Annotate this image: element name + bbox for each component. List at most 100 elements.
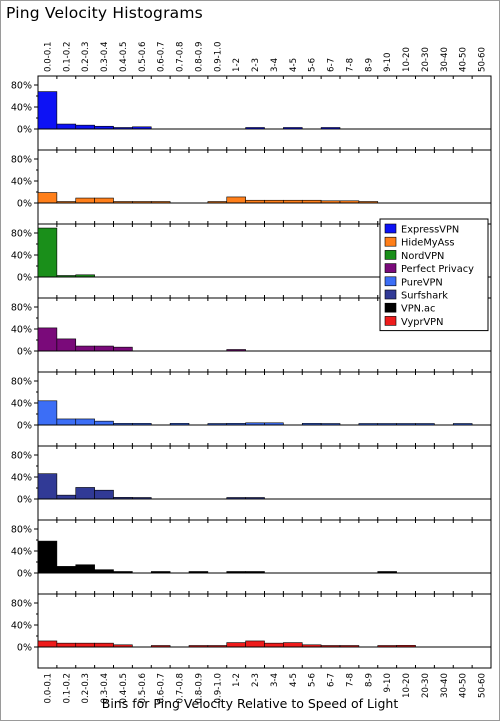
histogram-bar [37, 473, 58, 500]
histogram-bar [37, 192, 58, 204]
x-tick-label-top: 6-7 [327, 58, 337, 72]
x-tick-label-bottom: 20-30 [421, 673, 431, 698]
y-tick-label: 40% [11, 103, 32, 114]
x-tick-label-bottom: 0.5-0.6 [138, 673, 148, 703]
x-tick-label-top: 40-50 [459, 47, 469, 72]
x-tick-label-bottom: 4-5 [289, 673, 299, 687]
legend-entry: Surfshark [401, 291, 448, 302]
histogram-bar [75, 418, 95, 426]
x-tick-label-bottom: 30-40 [440, 673, 450, 698]
histogram-bar [75, 487, 95, 500]
x-tick-label-bottom: 2-3 [251, 673, 261, 687]
x-tick-label-bottom: 0.7-0.8 [176, 673, 186, 703]
y-tick-label: 80% [11, 155, 32, 166]
x-tick-label-bottom: 5-6 [308, 673, 318, 687]
y-tick-label: 80% [11, 377, 32, 388]
y-tick-label: 40% [11, 473, 32, 484]
x-tick-label-bottom: 8-9 [364, 673, 374, 687]
y-tick-label: 0% [17, 569, 32, 580]
legend-box [379, 218, 489, 332]
histogram-bar [37, 640, 58, 648]
y-tick-label: 40% [11, 621, 32, 632]
histogram-bar [283, 642, 303, 648]
x-tick-label-top: 10-20 [402, 47, 412, 72]
histogram-bar [37, 327, 58, 352]
histogram-bar [226, 642, 246, 648]
histogram-bar [56, 418, 77, 426]
y-tick-label: 80% [11, 599, 32, 610]
histogram-bar [56, 642, 77, 648]
panel-border [37, 519, 492, 595]
x-tick-label-bottom: 0.0-0.1 [43, 673, 53, 703]
panel-border [37, 593, 492, 669]
histogram-bar [245, 640, 265, 648]
x-tick-label-bottom: 0.9-1.0 [213, 673, 223, 703]
legend-swatch [384, 302, 397, 313]
x-tick-label-bottom: 7-8 [345, 673, 355, 687]
legend: ExpressVPN HideMyAss NordVPN Perfect Privac… [379, 218, 489, 332]
x-tick-label-bottom: 3-4 [270, 673, 280, 687]
legend-entry: NordVPN [401, 251, 444, 262]
x-tick-label-top: 8-9 [364, 58, 374, 72]
histogram-bar [75, 124, 95, 130]
x-tick-label-top: 0.2-0.3 [81, 42, 91, 72]
y-tick-label: 0% [17, 273, 32, 284]
histogram-panel-hidemyass: 0% 40% 80% [11, 149, 492, 225]
x-tick-label-top: 0.6-0.7 [157, 42, 167, 72]
histogram-bar [56, 123, 77, 130]
panel-border [37, 371, 492, 447]
legend-swatch [384, 250, 397, 260]
chart-title: Ping Velocity Histograms [6, 4, 203, 22]
panel-border [37, 445, 492, 521]
y-tick-label: 40% [11, 177, 32, 188]
y-tick-label: 40% [11, 325, 32, 336]
x-tick-label-top: 0.0-0.1 [43, 42, 53, 72]
legend-swatch [384, 223, 397, 234]
y-tick-label: 80% [11, 81, 32, 92]
x-tick-label-top: 9-10 [383, 52, 393, 72]
histogram-panel-expressvpn: 0% 40% 80% [11, 75, 492, 151]
y-tick-label: 0% [17, 495, 32, 506]
x-tick-label-top: 1-2 [232, 58, 242, 72]
x-tick-label-bottom: 0.2-0.3 [81, 673, 91, 703]
x-tick-label-bottom: 10-20 [402, 673, 412, 698]
x-tick-label-top: 0.1-0.2 [62, 42, 72, 72]
y-tick-label: 80% [11, 451, 32, 462]
histogram-panel-vpn-ac: 0% 40% 80% [11, 519, 492, 595]
legend-swatch [384, 263, 397, 273]
x-tick-label-bottom: 9-10 [383, 673, 393, 693]
histogram-bar [56, 566, 77, 574]
histogram-panel-surfshark: 0% 40% 80% [11, 445, 492, 521]
histogram-bar [264, 642, 284, 648]
x-tick-label-bottom: 6-7 [327, 673, 337, 687]
histogram-bar [94, 345, 114, 352]
histogram-bar [37, 540, 58, 574]
histogram-bar [94, 489, 114, 500]
y-tick-label: 40% [11, 251, 32, 262]
x-tick-label-bottom: 0.6-0.7 [157, 673, 167, 703]
x-tick-label-bottom: 0.4-0.5 [119, 673, 129, 703]
x-tick-label-top: 0.4-0.5 [119, 42, 129, 72]
histogram-bar [75, 564, 95, 574]
legend-entry: HideMyAss [401, 238, 455, 249]
x-tick-label-top: 2-3 [251, 58, 261, 72]
x-tick-label-top: 0.5-0.6 [138, 42, 148, 72]
x-tick-label-bottom: 50-60 [478, 673, 488, 698]
histogram-bar [226, 196, 246, 204]
histogram-panel-vyprvpn: 0% 40% 80% [11, 593, 492, 669]
legend-entry: ExpressVPN [401, 225, 459, 236]
x-tick-label-top: 50-60 [478, 47, 488, 72]
y-tick-label: 80% [11, 229, 32, 240]
x-tick-label-top: 5-6 [308, 58, 318, 72]
histogram-bar [75, 197, 95, 204]
x-tick-label-top: 0.3-0.4 [100, 42, 110, 72]
y-tick-label: 0% [17, 421, 32, 432]
histogram-bar [113, 346, 133, 352]
histogram-bar [56, 338, 77, 352]
x-tick-label-bottom: 40-50 [459, 673, 469, 698]
x-tick-label-bottom: 1-2 [232, 673, 242, 687]
legend-swatch [384, 289, 397, 300]
x-tick-label-top: 0.7-0.8 [176, 42, 186, 72]
